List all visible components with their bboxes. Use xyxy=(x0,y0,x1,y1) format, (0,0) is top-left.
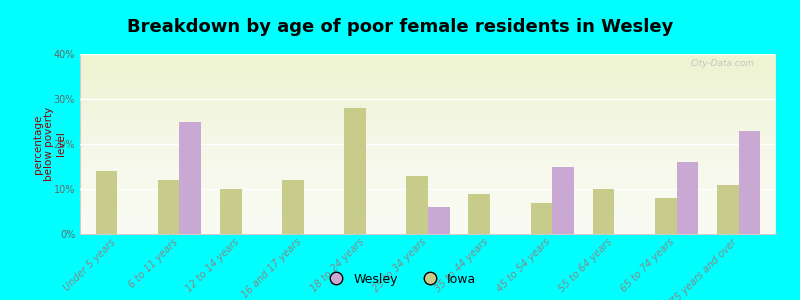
Bar xyxy=(468,194,490,234)
Bar xyxy=(593,189,614,234)
Bar xyxy=(530,202,552,234)
Bar xyxy=(344,108,366,234)
Legend: Wesley, Iowa: Wesley, Iowa xyxy=(318,268,482,291)
Y-axis label: percentage
below poverty
level: percentage below poverty level xyxy=(33,107,66,181)
Bar xyxy=(717,184,738,234)
Bar xyxy=(158,180,179,234)
Bar xyxy=(179,122,201,234)
Bar xyxy=(406,176,428,234)
Text: Breakdown by age of poor female residents in Wesley: Breakdown by age of poor female resident… xyxy=(127,18,673,36)
Bar xyxy=(282,180,304,234)
Bar xyxy=(677,162,698,234)
Bar xyxy=(552,167,574,234)
Text: City-Data.com: City-Data.com xyxy=(691,59,755,68)
Bar xyxy=(655,198,677,234)
Bar xyxy=(738,130,761,234)
Bar xyxy=(220,189,242,234)
Bar xyxy=(428,207,450,234)
Bar xyxy=(95,171,118,234)
